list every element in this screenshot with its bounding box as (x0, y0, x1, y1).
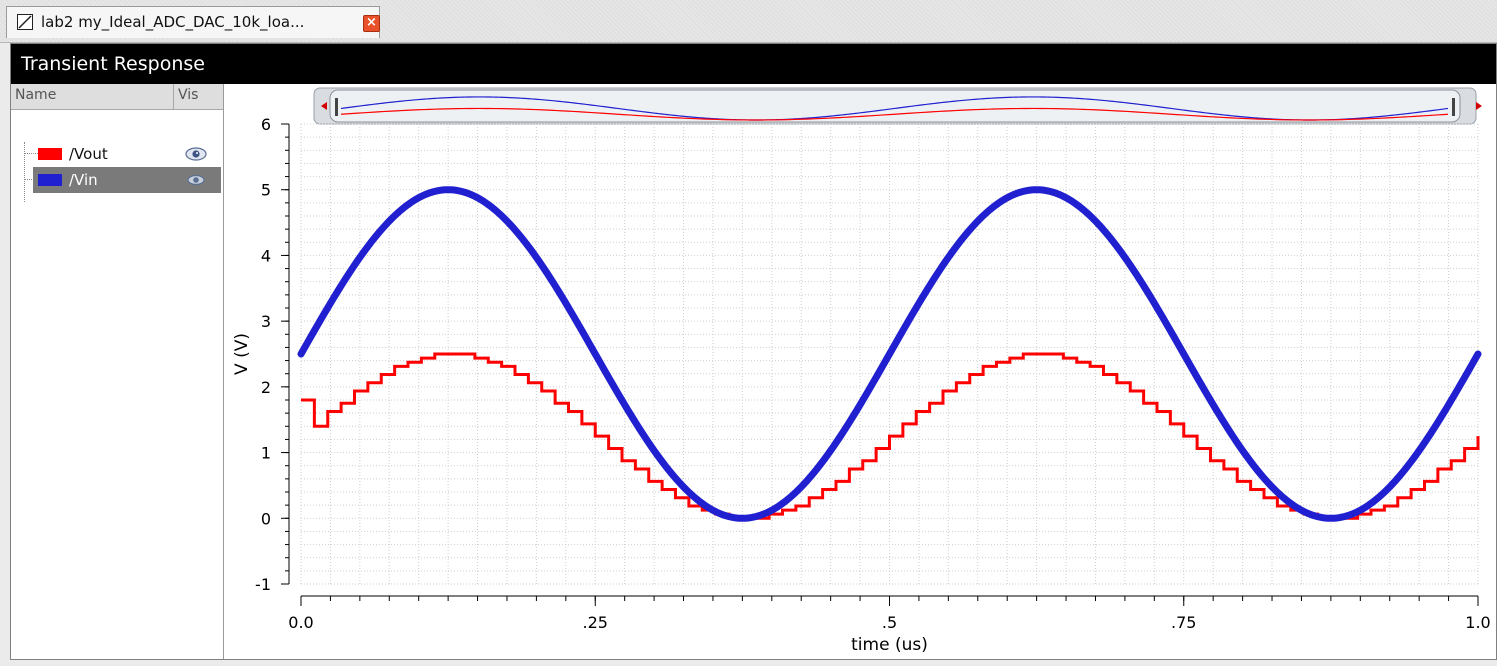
trace-color-swatch (38, 174, 62, 186)
overview-trace-vout (340, 107, 1449, 121)
overview-handle-left (335, 98, 338, 116)
trace-name: /Vin (69, 171, 98, 189)
y-tick-label: 4 (261, 246, 271, 265)
x-axis-label: time (us) (851, 635, 928, 655)
plot-area[interactable]: -1 0 1 2 3 4 5 6 0.0 .25 .5 .75 1.0 time (us) V (V) (224, 84, 1496, 659)
column-header-name[interactable]: Name (11, 84, 174, 110)
column-header-vis[interactable]: Vis (174, 84, 223, 110)
tab-title: lab2 my_Ideal_ADC_DAC_10k_loa... (41, 13, 305, 31)
y-tick-label: 6 (261, 115, 271, 134)
y-axis-label: V (V) (232, 333, 252, 375)
scroll-left-icon (321, 102, 327, 110)
overview-navigator (313, 87, 1482, 125)
y-tick-label: -1 (255, 575, 271, 594)
y-tick-label: 0 (261, 509, 271, 528)
overview-trace-vin (340, 96, 1449, 121)
overview-handle-right (1452, 98, 1455, 116)
tab-strip: lab2 my_Ideal_ADC_DAC_10k_loa... × (0, 0, 1497, 43)
trace-color-swatch (38, 148, 62, 160)
x-tick-label: 1.0 (1465, 613, 1490, 632)
x-tick-label: 0.0 (288, 613, 313, 632)
waveform-doc-icon (17, 14, 33, 30)
y-tick-label: 3 (261, 312, 271, 331)
window-titlebar: Transient Response (11, 44, 1496, 84)
y-tick-label: 2 (261, 378, 271, 397)
scroll-right-icon (1476, 102, 1482, 110)
close-icon[interactable]: × (363, 15, 380, 32)
eye-icon[interactable] (185, 146, 207, 162)
overview-thumb (329, 89, 1461, 123)
x-tick-label: .5 (882, 613, 897, 632)
trace-name: /Vout (69, 145, 108, 163)
window-title: Transient Response (21, 53, 205, 75)
trace-legend-panel: Name Vis /Vout /Vin (11, 84, 224, 659)
x-tick-label: .25 (583, 613, 608, 632)
eye-icon[interactable] (185, 172, 207, 188)
trace-row-vout[interactable]: /Vout (33, 141, 221, 167)
waveform-window: Transient Response Name Vis /Vout /Vin (10, 43, 1497, 660)
y-tick-label: 5 (261, 181, 271, 200)
x-tick-label: .75 (1171, 613, 1196, 632)
trace-row-vin[interactable]: /Vin (33, 167, 221, 193)
series-line-vout (301, 352, 1480, 520)
series-line-vin (297, 186, 1482, 522)
chart-svg[interactable]: -1 0 1 2 3 4 5 6 0.0 .25 .5 .75 1.0 time (us) V (V) (224, 84, 1496, 659)
y-tick-label: 1 (261, 444, 271, 463)
tab-waveform[interactable]: lab2 my_Ideal_ADC_DAC_10k_loa... × (6, 6, 380, 38)
